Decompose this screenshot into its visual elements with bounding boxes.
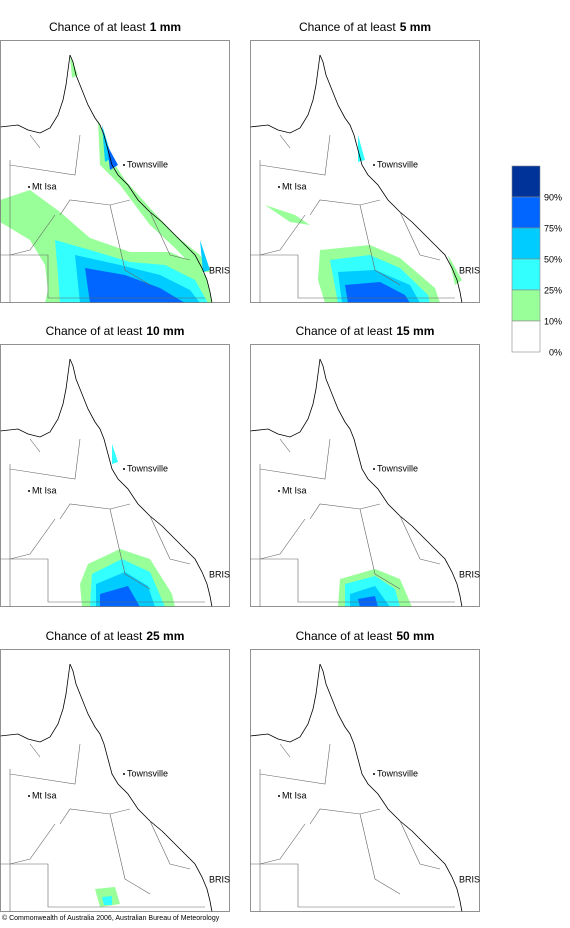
place-label: BRIS <box>209 265 230 275</box>
place-label: Townsville <box>127 463 168 473</box>
legend-swatch <box>511 196 541 229</box>
title-text: Chance of at least <box>296 629 393 643</box>
panel-title: Chance of at least 50 mm <box>296 629 435 643</box>
map-panel: Townsville Mt Isa BRIS <box>249 344 480 608</box>
title-amount: 15 mm <box>396 324 434 338</box>
place-dot <box>373 468 375 470</box>
place-label: Mt Isa <box>282 181 307 191</box>
place-label: Mt Isa <box>32 790 57 800</box>
place-dot <box>28 490 30 492</box>
title-text: Chance of at least <box>299 20 396 34</box>
title-amount: 50 mm <box>396 629 434 643</box>
place-label: Mt Isa <box>282 790 307 800</box>
place-dot <box>123 773 125 775</box>
legend-label: 25% <box>544 285 562 295</box>
map-panel: Townsville Mt Isa BRIS <box>0 649 230 913</box>
map-panel: Townsville Mt Isa BRIS <box>249 40 480 304</box>
panel-title: Chance of at least 25 mm <box>46 629 185 643</box>
map-frame <box>0 40 230 303</box>
probability-area <box>107 145 118 170</box>
place-label: Mt Isa <box>282 485 307 495</box>
place-label: BRIS <box>459 569 480 579</box>
place-label: Mt Isa <box>32 485 57 495</box>
legend-swatch <box>511 289 541 322</box>
place-label: Mt Isa <box>32 181 57 191</box>
title-amount: 25 mm <box>146 629 184 643</box>
legend-label: 0% <box>549 347 562 357</box>
title-text: Chance of at least <box>296 324 393 338</box>
place-label: Townsville <box>127 159 168 169</box>
map-frame <box>250 40 480 303</box>
map-frame <box>0 344 230 607</box>
place-dot <box>28 186 30 188</box>
place-dot <box>278 186 280 188</box>
map-background <box>250 649 480 912</box>
place-label: BRIS <box>459 874 480 884</box>
legend-label: 50% <box>544 254 562 264</box>
legend-swatch <box>511 320 541 353</box>
probability-area <box>112 444 118 464</box>
place-dot <box>373 773 375 775</box>
map-panel: Townsville Mt Isa BRIS <box>249 649 480 913</box>
legend-swatch <box>511 165 541 198</box>
title-text: Chance of at least <box>49 20 146 34</box>
map-frame <box>250 649 480 912</box>
copyright: © Commonwealth of Australia 2006, Austra… <box>2 914 220 922</box>
place-label: Townsville <box>377 768 418 778</box>
place-dot <box>123 468 125 470</box>
legend-swatch <box>511 227 541 260</box>
panel-title: Chance of at least 5 mm <box>299 20 431 34</box>
map-frame <box>250 344 480 607</box>
probability-area <box>358 596 378 607</box>
map-background <box>0 649 230 912</box>
place-label: Townsville <box>377 159 418 169</box>
map-background <box>250 344 480 607</box>
place-dot <box>28 795 30 797</box>
place-label: Townsville <box>377 463 418 473</box>
place-dot <box>373 164 375 166</box>
probability-area <box>265 205 462 303</box>
panel-title: Chance of at least 10 mm <box>46 324 185 338</box>
place-label: BRIS <box>209 569 230 579</box>
title-amount: 5 mm <box>400 20 431 34</box>
place-label: BRIS <box>459 265 480 275</box>
title-text: Chance of at least <box>46 629 143 643</box>
legend-label: 75% <box>544 223 562 233</box>
panel-title: Chance of at least 1 mm <box>49 20 181 34</box>
map-frame <box>0 649 230 912</box>
probability-area <box>102 896 112 905</box>
legend-swatch <box>511 258 541 291</box>
map-panel: Townsville Mt Isa BRIS <box>0 344 230 608</box>
probability-area <box>85 268 185 303</box>
place-dot <box>278 490 280 492</box>
place-label: Townsville <box>127 768 168 778</box>
map-panel: Townsville Mt Isa BRIS <box>0 40 230 304</box>
place-dot <box>278 795 280 797</box>
place-dot <box>123 164 125 166</box>
panel-title: Chance of at least 15 mm <box>296 324 435 338</box>
title-amount: 10 mm <box>146 324 184 338</box>
place-label: BRIS <box>209 874 230 884</box>
title-amount: 1 mm <box>150 20 181 34</box>
legend-label: 10% <box>544 316 562 326</box>
legend-label: 90% <box>544 192 562 202</box>
title-text: Chance of at least <box>46 324 143 338</box>
